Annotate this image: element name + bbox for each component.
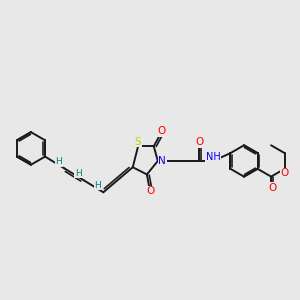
Text: O: O bbox=[146, 186, 155, 196]
Text: O: O bbox=[280, 168, 289, 178]
Text: H: H bbox=[56, 157, 62, 166]
Text: H: H bbox=[94, 181, 101, 190]
Text: O: O bbox=[157, 126, 165, 136]
Text: S: S bbox=[135, 137, 141, 147]
Text: N: N bbox=[158, 156, 166, 166]
Text: H: H bbox=[75, 169, 82, 178]
Text: O: O bbox=[196, 137, 204, 148]
Text: NH: NH bbox=[206, 152, 220, 162]
Text: O: O bbox=[269, 183, 277, 193]
